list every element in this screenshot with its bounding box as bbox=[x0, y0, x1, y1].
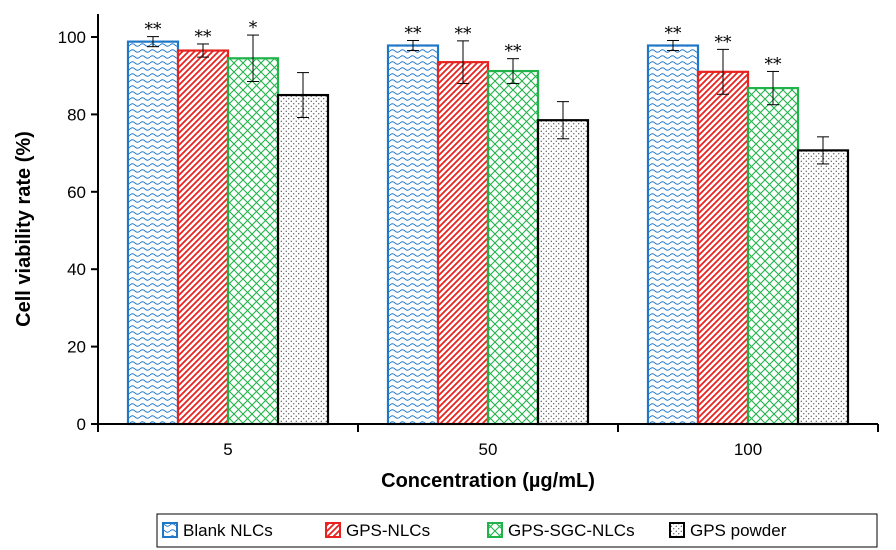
bars-layer bbox=[126, 40, 850, 426]
y-tick-label: 20 bbox=[67, 338, 86, 357]
x-tick-label: 50 bbox=[479, 440, 498, 459]
y-tick-label: 60 bbox=[67, 183, 86, 202]
bar bbox=[536, 119, 590, 426]
legend-label: GPS-SGC-NLCs bbox=[508, 521, 635, 540]
significance-label: ** bbox=[455, 24, 473, 44]
significance-label: ** bbox=[665, 23, 683, 43]
significance-label: ** bbox=[145, 20, 163, 40]
significance-label: ** bbox=[405, 23, 423, 43]
significance-label: ** bbox=[505, 42, 523, 62]
significance-layer: ** ** * ** ****** **** bbox=[145, 18, 783, 74]
legend-swatch bbox=[162, 522, 178, 538]
bar bbox=[796, 149, 850, 426]
x-axis-title: Concentration (µg/mL) bbox=[381, 470, 595, 492]
bar bbox=[226, 57, 280, 426]
legend-items: Blank NLCs GPS-NLCs GPS-SGC-NLCs GPS powder bbox=[162, 521, 787, 540]
y-tick-label: 0 bbox=[77, 415, 86, 434]
legend-swatch bbox=[487, 522, 503, 538]
legend-label: GPS powder bbox=[690, 521, 787, 540]
legend-label: Blank NLCs bbox=[183, 521, 273, 540]
significance-label: ** bbox=[765, 54, 783, 74]
legend: Blank NLCs GPS-NLCs GPS-SGC-NLCs GPS powder bbox=[156, 513, 878, 548]
bar bbox=[176, 49, 230, 426]
bar bbox=[746, 86, 800, 426]
significance-label: ** bbox=[715, 32, 733, 52]
bar bbox=[436, 61, 490, 426]
axes bbox=[97, 14, 878, 425]
legend-swatch bbox=[325, 522, 341, 538]
x-tick-label: 5 bbox=[223, 440, 232, 459]
y-tick-label: 100 bbox=[58, 28, 86, 47]
legend-swatch bbox=[669, 522, 685, 538]
bar bbox=[486, 69, 540, 426]
x-tick-label: 100 bbox=[734, 440, 762, 459]
bar bbox=[696, 70, 750, 426]
bar bbox=[386, 44, 440, 426]
significance-label: ** bbox=[195, 27, 213, 47]
y-tick-label: 40 bbox=[67, 260, 86, 279]
x-ticks: 5 50 100 bbox=[97, 424, 879, 459]
bar bbox=[126, 40, 180, 426]
significance-label: * bbox=[249, 18, 258, 38]
bar bbox=[276, 93, 330, 426]
legend-label: GPS-NLCs bbox=[346, 521, 430, 540]
y-ticks: 0 20 40 60 80 100 bbox=[58, 28, 98, 434]
legend-box bbox=[156, 513, 878, 548]
error-bars-layer bbox=[147, 34, 829, 165]
y-tick-label: 80 bbox=[67, 105, 86, 124]
y-axis-title: Cell viability rate (%) bbox=[13, 131, 35, 327]
bar bbox=[646, 44, 700, 426]
